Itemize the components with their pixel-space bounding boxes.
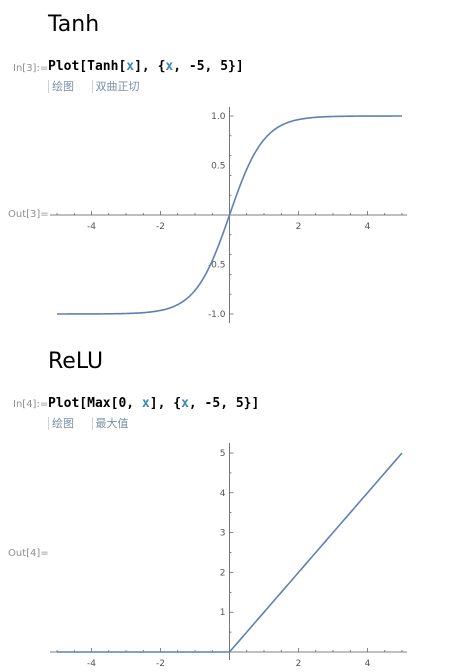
suggestion-max-link[interactable]: 最大值	[91, 417, 129, 430]
suggestion-bar: 绘图 最大值	[48, 415, 143, 431]
section-title-tanh: Tanh	[48, 12, 100, 37]
input-label: In[4]:=	[13, 399, 49, 410]
suggestion-bar: 绘图 双曲正切	[48, 78, 154, 94]
y-tick-label: 1	[220, 608, 226, 618]
y-tick-label: 1.0	[211, 112, 226, 122]
code-part: Plot[Tanh[	[48, 59, 127, 74]
x-tick-label: -4	[87, 659, 96, 669]
code-part: ], {	[149, 396, 182, 411]
output-label: Out[4]=	[8, 548, 49, 559]
y-tick-label: 4	[220, 489, 226, 499]
code-variable: x	[141, 396, 150, 411]
y-tick-label: 0.5	[211, 162, 225, 172]
x-tick-label: 2	[296, 659, 302, 669]
y-tick-label: 2	[220, 568, 226, 578]
code-part: , -5, 5}]	[173, 59, 244, 74]
y-tick-label: 5	[220, 449, 226, 459]
code-variable: x	[181, 396, 189, 411]
y-tick-label: -1.0	[208, 310, 226, 320]
y-tick-label: -0.5	[208, 261, 226, 271]
input-code[interactable]: Plot[Max[0, x], {x, -5, 5}]	[48, 396, 259, 411]
series-line	[57, 115, 402, 315]
x-tick-label: -4	[87, 222, 96, 232]
code-variable: x	[165, 59, 174, 74]
input-code[interactable]: Plot[Tanh[x], {x, -5, 5}]	[48, 59, 244, 74]
series-line	[57, 452, 403, 653]
x-tick-label: 4	[365, 659, 371, 669]
x-tick-label: 2	[296, 222, 302, 232]
section-title-relu: ReLU	[48, 349, 104, 374]
output-label: Out[3]=	[8, 209, 49, 220]
x-tick-label: -2	[156, 659, 165, 669]
code-part: ], {	[134, 59, 166, 74]
input-label: In[3]:=	[13, 63, 49, 74]
x-tick-label: -2	[156, 222, 165, 232]
suggestion-tanh-link[interactable]: 双曲正切	[91, 80, 140, 93]
code-part: Plot[Max[0,	[48, 396, 142, 411]
suggestion-plot-link[interactable]: 绘图	[48, 417, 74, 430]
code-part: , -5, 5}]	[188, 396, 260, 411]
x-tick-label: 4	[365, 222, 371, 232]
suggestion-plot-link[interactable]: 绘图	[48, 80, 74, 93]
y-tick-label: 3	[220, 529, 226, 539]
code-variable: x	[126, 59, 135, 74]
